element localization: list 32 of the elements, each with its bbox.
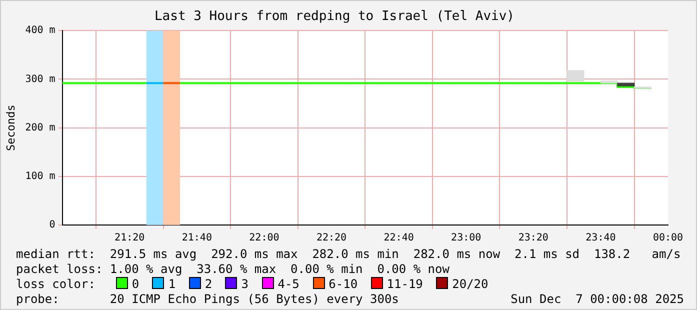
legend-label: 3 xyxy=(241,277,249,291)
bar xyxy=(566,70,584,82)
text: probe: 20 ICMP Echo Pings (56 Bytes) every 300s xyxy=(16,292,399,306)
x-tick-label: 22:40 xyxy=(384,232,414,244)
y-tick-label: 300 m xyxy=(25,74,56,85)
x-tick-label: 23:00 xyxy=(451,232,482,244)
x-tick-label: 22:00 xyxy=(249,232,280,244)
legend-label: 0 xyxy=(132,277,140,291)
chart-title: Last 3 Hours from redping to Israel (Tel Aviv) xyxy=(154,9,515,24)
legend-label: 11-19 xyxy=(386,277,423,291)
legend-label: 4-5 xyxy=(278,277,300,291)
y-tick-label: 0 xyxy=(49,220,56,231)
x-tick-label: 21:40 xyxy=(182,232,212,244)
x-tick-label: 21:20 xyxy=(114,232,145,244)
text: Sun Dec 7 00:00:08 2025 xyxy=(510,292,684,306)
bar xyxy=(600,80,618,84)
legend-title: loss color: xyxy=(16,277,96,291)
legend-label: 20/20 xyxy=(452,277,488,291)
bar xyxy=(617,82,635,86)
x-tick-label: 23:20 xyxy=(518,232,548,244)
y-tick-label: 400 m xyxy=(25,25,56,36)
x-tick-label: 00:00 xyxy=(652,232,684,244)
legend-label: 2 xyxy=(204,277,212,291)
x-tick-label: 23:40 xyxy=(586,232,616,244)
legend-label: 6-10 xyxy=(328,277,358,291)
text: median rtt: 291.5 ms avg 292.0 ms max 282.0 ms min 282.0 ms now 2.1 ms sd 138.2 am/s xyxy=(16,247,681,261)
x-tick-label: 22:20 xyxy=(316,232,347,244)
y-axis-title: Seconds xyxy=(4,104,18,151)
y-tick-label: 200 m xyxy=(25,122,56,134)
text: packet loss: 1.00 % avg 33.60 % max 0.00 % min 0.00 % now xyxy=(16,262,450,276)
legend-label: 1 xyxy=(168,277,176,291)
y-tick-label: 100 m xyxy=(25,170,56,182)
